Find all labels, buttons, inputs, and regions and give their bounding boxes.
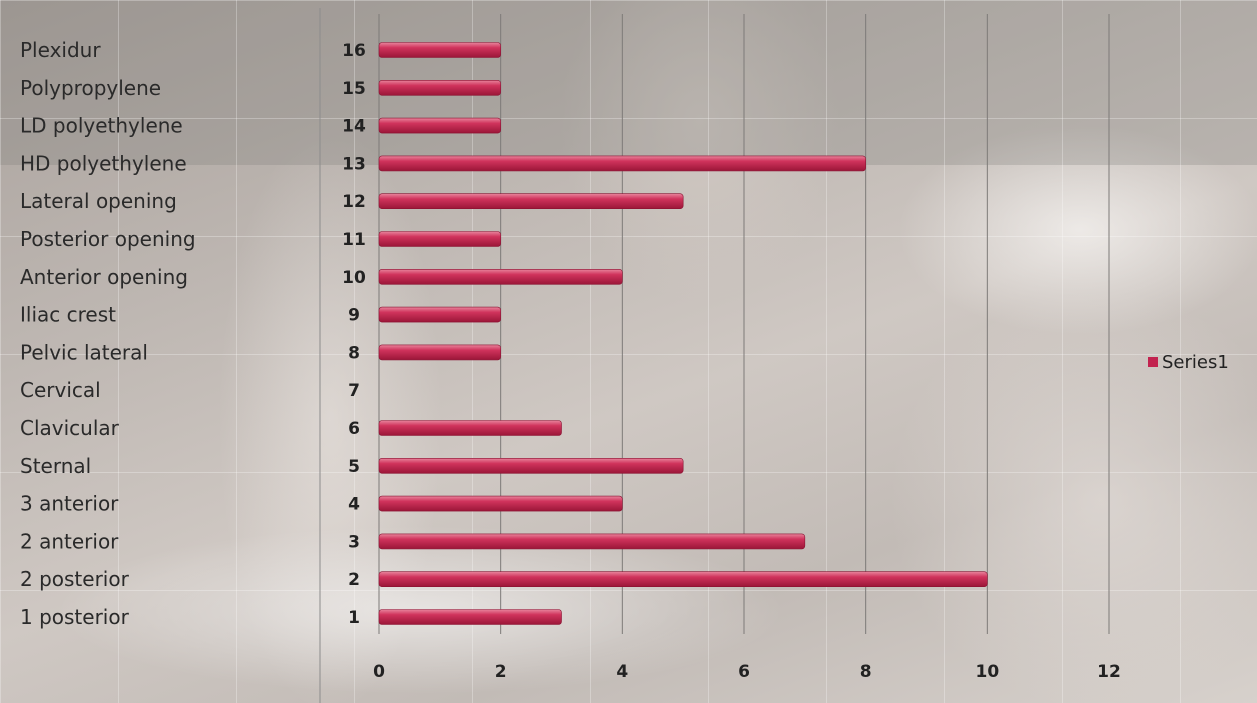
bar <box>378 495 623 512</box>
bar <box>378 344 501 361</box>
x-tick-label: 12 <box>1097 662 1121 682</box>
bar <box>378 117 501 134</box>
x-tick-label: 2 <box>495 662 507 682</box>
y-tick-label: 2 <box>348 570 360 590</box>
legend-label: Series1 <box>1162 352 1229 373</box>
category-label: Lateral opening <box>20 189 177 213</box>
category-label: Posterior opening <box>20 227 196 251</box>
category-label: 3 anterior <box>20 492 119 516</box>
category-label: Polypropylene <box>20 76 161 100</box>
y-tick-label: 16 <box>342 41 366 61</box>
category-label: Sternal <box>20 454 91 478</box>
x-tick-label: 6 <box>738 662 750 682</box>
y-tick-label: 14 <box>342 117 366 137</box>
category-label: Anterior opening <box>20 265 188 289</box>
y-tick-label: 10 <box>342 268 366 288</box>
x-tick-label: 10 <box>975 662 999 682</box>
bar <box>378 457 684 474</box>
category-label: Iliac crest <box>20 303 116 327</box>
category-label: HD polyethylene <box>20 151 187 175</box>
bar <box>378 306 501 323</box>
x-tick-label: 4 <box>616 662 628 682</box>
x-tick-label: 8 <box>860 662 872 682</box>
y-tick-label: 1 <box>348 608 360 628</box>
background-band <box>0 0 1257 165</box>
bar <box>378 609 562 625</box>
bar <box>378 80 501 96</box>
category-label: Plexidur <box>20 38 101 62</box>
x-tick-label: 0 <box>373 662 385 682</box>
y-tick-label: 9 <box>348 306 360 326</box>
y-tick-label: 3 <box>348 532 360 552</box>
y-tick-label: 12 <box>342 192 366 212</box>
y-tick-label: 8 <box>348 343 360 363</box>
bar <box>378 268 623 285</box>
bar <box>378 571 988 588</box>
bar <box>378 420 562 436</box>
y-tick-label: 15 <box>342 79 366 99</box>
y-tick-label: 11 <box>342 230 366 250</box>
category-label: LD polyethylene <box>20 114 183 138</box>
category-label: Clavicular <box>20 416 120 440</box>
bar <box>378 231 501 247</box>
category-label: 2 anterior <box>20 529 119 553</box>
bar <box>378 42 501 58</box>
legend-swatch <box>1148 357 1158 367</box>
category-label: Pelvic lateral <box>20 340 148 364</box>
y-tick-label: 7 <box>348 381 360 401</box>
category-label: Cervical <box>20 378 101 402</box>
y-tick-label: 13 <box>342 154 366 174</box>
bar <box>378 533 806 550</box>
category-label: 2 posterior <box>20 567 130 591</box>
y-tick-label: 6 <box>348 419 360 439</box>
bar <box>378 193 684 209</box>
y-tick-label: 4 <box>348 495 360 515</box>
y-tick-label: 5 <box>348 457 360 477</box>
bar <box>378 155 866 172</box>
category-label: 1 posterior <box>20 605 130 629</box>
